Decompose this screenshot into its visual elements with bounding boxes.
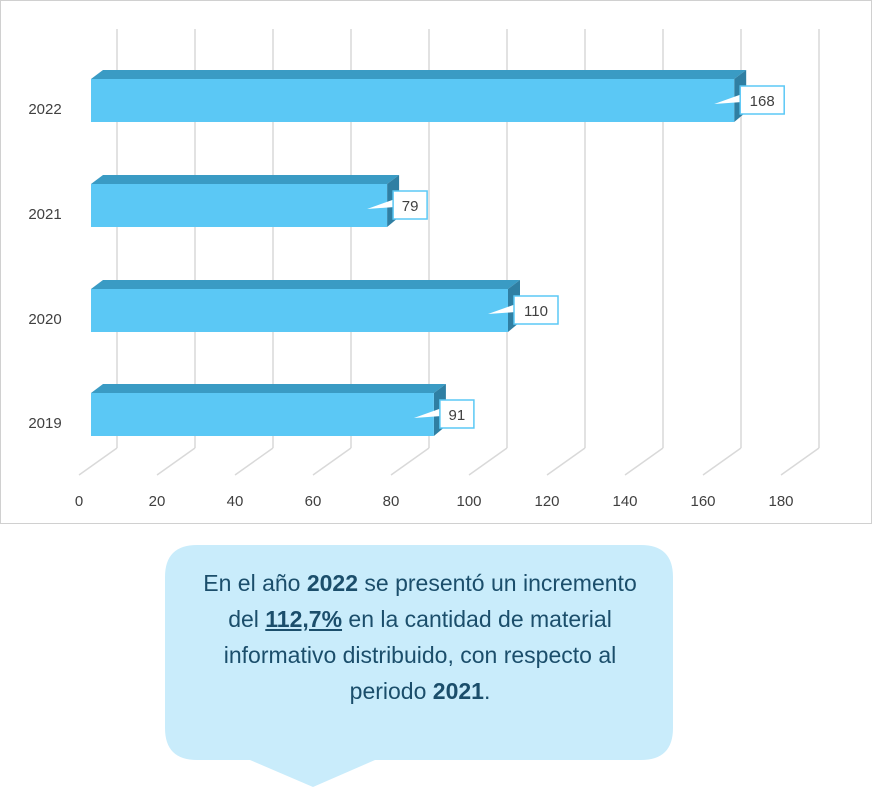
floor-line-100 (468, 447, 508, 476)
data-label-box-2022 (739, 85, 785, 115)
bar-2019 (91, 393, 434, 436)
floor-line-120 (546, 447, 586, 476)
x-tick-label-20: 20 (149, 493, 166, 510)
data-label-box-2019 (439, 399, 475, 429)
x-tick-label-180: 180 (768, 493, 793, 510)
callout-year-2022: 2022 (306, 570, 359, 596)
x-tick-label-120: 120 (534, 493, 559, 510)
data-label-pointer-2019 (413, 408, 442, 418)
y-tick-label-2019: 2019 (28, 415, 61, 432)
x-tick-label-140: 140 (612, 493, 637, 510)
bar-2020 (91, 289, 508, 332)
bar-2021 (91, 184, 388, 227)
x-tick-label-80: 80 (383, 493, 400, 510)
bar-2022 (91, 79, 735, 122)
bar-chart: 0 20 40 60 80 100 120 140 160 180 2019 91 2020 110 202… (28, 29, 820, 510)
floor-line-60 (312, 447, 352, 476)
data-label-box-2020 (513, 295, 559, 325)
data-label-pointer-2020 (488, 304, 516, 314)
data-label-pointer-2021 (367, 199, 396, 209)
data-label-pointer-2022 (714, 94, 743, 104)
x-tick-label-100: 100 (456, 493, 481, 510)
floor-line-20 (156, 447, 196, 476)
floor-line-80 (390, 447, 430, 476)
data-label-2019: 91 (449, 407, 466, 424)
floor-line-140 (624, 447, 664, 476)
callout-shape (165, 545, 673, 787)
callout-percentage: 112,7% (265, 606, 343, 632)
x-tick-label-40: 40 (227, 493, 244, 510)
y-tick-label-2022: 2022 (28, 101, 61, 118)
floor-line-0 (78, 447, 118, 476)
data-label-2022: 168 (750, 93, 775, 110)
bar-top-2019 (91, 384, 446, 393)
x-tick-label-60: 60 (305, 493, 322, 510)
bar-top-2021 (91, 175, 400, 184)
bar-top-2020 (91, 280, 520, 289)
data-label-box-2021 (392, 190, 428, 220)
floor-line-160 (702, 447, 742, 476)
x-tick-label-0: 0 (75, 493, 83, 510)
callout-year-2021: 2021 (432, 678, 484, 704)
floor-line-40 (234, 447, 274, 476)
y-tick-label-2020: 2020 (28, 311, 61, 328)
y-tick-label-2021: 2021 (28, 206, 61, 223)
floor-line-180 (780, 447, 820, 476)
data-label-2020: 110 (524, 303, 548, 320)
callout-text: En el año 2022 se presentó un incremento… (203, 570, 637, 704)
bar-top-2022 (91, 70, 747, 79)
data-label-2021: 79 (402, 198, 419, 215)
x-tick-label-160: 160 (690, 493, 715, 510)
